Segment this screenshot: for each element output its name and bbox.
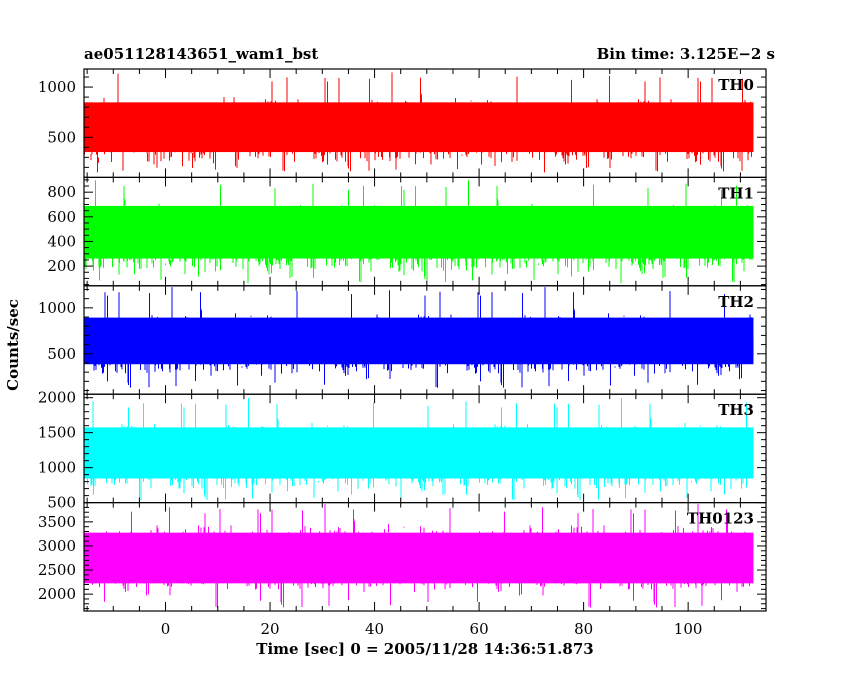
y-tick-label: 1500	[38, 424, 76, 442]
series-line-th2	[83, 287, 754, 388]
x-tick-label: 80	[574, 620, 593, 638]
y-tick-label: 400	[47, 232, 76, 250]
panel-label-th0123: TH0123	[687, 510, 754, 528]
y-tick-label: 800	[47, 183, 76, 201]
y-tick-label: 2000	[38, 389, 76, 407]
x-axis-label: Time [sec] 0 = 2005/11/28 14:36:51.873	[256, 640, 593, 658]
panel-th0: 500 1000 TH0	[38, 68, 767, 179]
y-tick-label: 500	[47, 345, 76, 363]
y-tick-label: 500	[47, 494, 76, 512]
panel-th1: 200 400 600 800 TH1	[47, 176, 767, 287]
panel-frame-th0123	[83, 502, 767, 612]
x-tick-label: 100	[674, 620, 703, 638]
panel-label-th0: TH0	[718, 76, 754, 94]
y-tick-label: 3000	[38, 537, 76, 555]
panels-group: 500 1000 TH0 200 400 600 800 TH1 500 1000 TH2 500 10…	[38, 68, 767, 612]
panel-th3: 500 1000 1500 2000 TH3	[38, 389, 767, 512]
y-tick-label: 2500	[38, 561, 76, 579]
y-tick-label: 1000	[38, 78, 76, 96]
series-line-th0123	[83, 504, 754, 608]
panel-label-th1: TH1	[718, 184, 754, 202]
panel-label-th3: TH3	[718, 401, 754, 419]
panel-label-th2: TH2	[718, 293, 754, 311]
y-tick-label: 1000	[38, 299, 76, 317]
y-tick-label: 200	[47, 257, 76, 275]
y-axis-label: Counts/sec	[4, 299, 22, 391]
panel-th0123: 2000 2500 3000 3500 TH0123	[38, 502, 767, 612]
chart-title-left: ae051128143651_wam1_bst	[84, 45, 318, 63]
x-tick-label: 60	[470, 620, 489, 638]
y-tick-label: 600	[47, 208, 76, 226]
x-tick-label: 40	[365, 620, 384, 638]
chart-title-right: Bin time: 3.125E−2 s	[597, 45, 775, 63]
x-tick-label: 20	[261, 620, 280, 638]
y-tick-label: 3500	[38, 513, 76, 531]
panel-th2: 500 1000 TH2	[38, 285, 767, 395]
x-axis: 0 20 40 60 80 100	[161, 620, 703, 638]
y-tick-label: 1000	[38, 459, 76, 477]
y-tick-label: 2000	[38, 585, 76, 603]
x-tick-label: 0	[161, 620, 171, 638]
y-tick-label: 500	[47, 128, 76, 146]
series-band-th0	[84, 102, 754, 153]
